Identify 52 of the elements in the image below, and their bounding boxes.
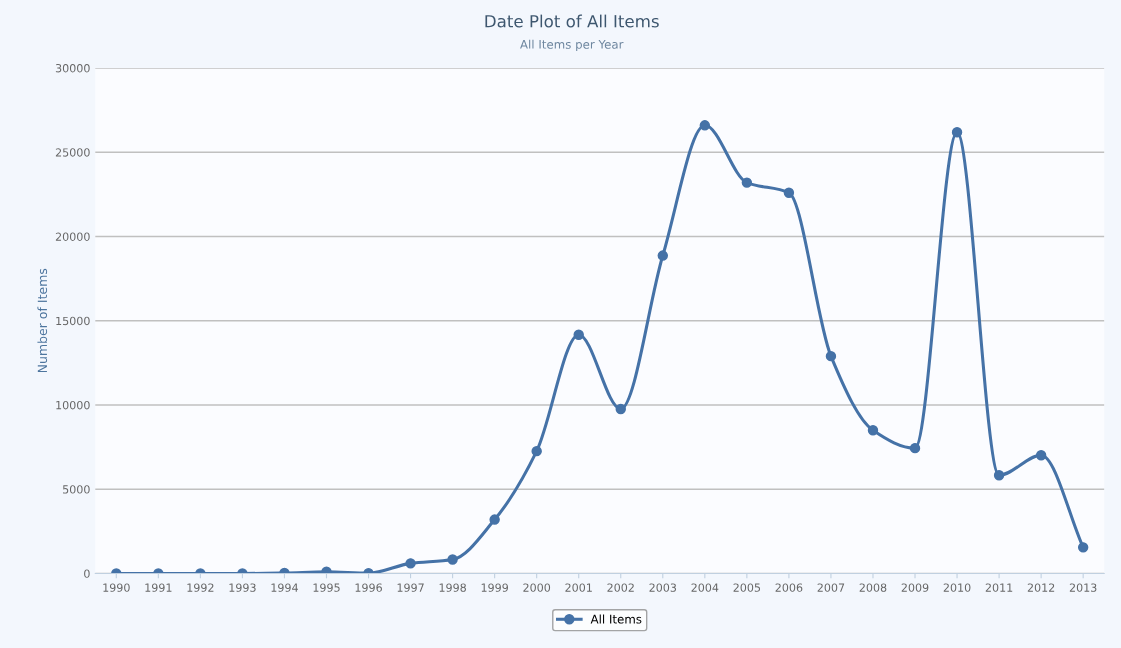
point <box>741 177 753 188</box>
y-tick-label: 30000 <box>55 64 90 73</box>
x-tick-label: 2013 <box>1069 583 1097 592</box>
y-tick-label: 10000 <box>56 400 90 410</box>
point <box>447 554 458 565</box>
y-tick-label: 20000 <box>55 232 90 241</box>
point <box>657 250 669 261</box>
x-tick-label: 2010 <box>943 583 971 592</box>
x-tick-label: 1993 <box>229 583 256 592</box>
point <box>573 329 584 340</box>
y-tick-label: 0 <box>84 569 90 578</box>
x-tick-label: 1998 <box>439 583 466 592</box>
x-tick-label: 1992 <box>187 583 214 592</box>
x-tick-label: 2008 <box>859 583 887 592</box>
point <box>1035 449 1047 461</box>
point <box>951 127 963 138</box>
chart-title: Date Plot of All Items <box>485 14 659 28</box>
point <box>699 120 711 131</box>
y-tick-label: 15000 <box>56 316 90 326</box>
x-tick-label: 2006 <box>775 583 803 592</box>
x-tick-label: 2000 <box>523 583 551 592</box>
point <box>825 350 837 362</box>
x-tick-label: 2005 <box>733 583 761 592</box>
point <box>783 187 795 198</box>
chart-subtitle: All Items per Year <box>520 39 624 52</box>
point <box>993 470 1005 481</box>
x-tick-label: 2004 <box>691 583 719 592</box>
point <box>405 558 416 569</box>
point <box>1077 542 1089 553</box>
x-tick-label: 2002 <box>607 583 634 592</box>
x-tick-label: 2003 <box>649 583 677 592</box>
x-tick-label: 1996 <box>355 583 382 592</box>
x-tick-label: 2011 <box>985 583 1013 592</box>
y-tick-label: 5000 <box>63 485 90 494</box>
point <box>615 403 626 415</box>
legend-label: All Items <box>590 614 642 624</box>
y-axis-title: Number of Items <box>37 268 48 373</box>
x-tick-label: 1994 <box>271 583 298 592</box>
point <box>531 445 542 457</box>
point <box>909 442 921 454</box>
point <box>489 514 500 525</box>
x-tick-label: 1995 <box>313 583 340 592</box>
x-tick-label: 2012 <box>1027 583 1055 592</box>
x-tick-label: 2009 <box>901 583 929 592</box>
x-tick-label: 2007 <box>817 583 845 592</box>
x-tick-label: 1999 <box>481 583 508 592</box>
x-tick-label: 1990 <box>103 583 130 592</box>
x-tick-label: 1991 <box>145 583 172 592</box>
point <box>867 425 879 436</box>
y-tick-label: 25000 <box>55 148 90 157</box>
x-tick-label: 1997 <box>397 583 424 592</box>
x-tick-label: 2001 <box>565 583 592 592</box>
